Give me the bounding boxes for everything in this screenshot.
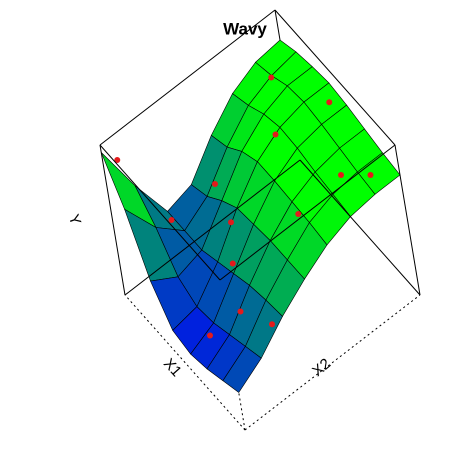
box-edge [299, 159, 421, 296]
data-point [367, 172, 374, 178]
data-point [269, 321, 275, 328]
box-edge [99, 144, 126, 296]
chart-title: Wavy [223, 19, 267, 38]
data-point [114, 157, 121, 163]
data-point [295, 211, 302, 217]
box-edge [99, 144, 221, 281]
data-point [338, 172, 344, 178]
data-point [272, 131, 279, 138]
surface [101, 39, 401, 393]
box-edge [244, 294, 421, 431]
points [114, 74, 374, 339]
data-point [229, 260, 236, 267]
surface-facet [222, 345, 262, 393]
data-point [237, 308, 244, 315]
y-axis-label: X2 [309, 355, 334, 380]
box-edge [124, 159, 301, 296]
data-point [326, 99, 333, 106]
box-front [99, 144, 421, 296]
data-point [168, 217, 175, 223]
box-edge [274, 9, 396, 146]
box-edge [394, 144, 421, 296]
box-edge [219, 144, 396, 281]
z-axis-label: Y [65, 212, 84, 227]
box-edge [124, 294, 246, 431]
data-point [228, 219, 234, 226]
box-edge [99, 9, 276, 146]
data-point [207, 332, 213, 339]
data-point [268, 74, 275, 81]
x-axis-label: X1 [160, 355, 185, 380]
data-point [212, 181, 218, 187]
